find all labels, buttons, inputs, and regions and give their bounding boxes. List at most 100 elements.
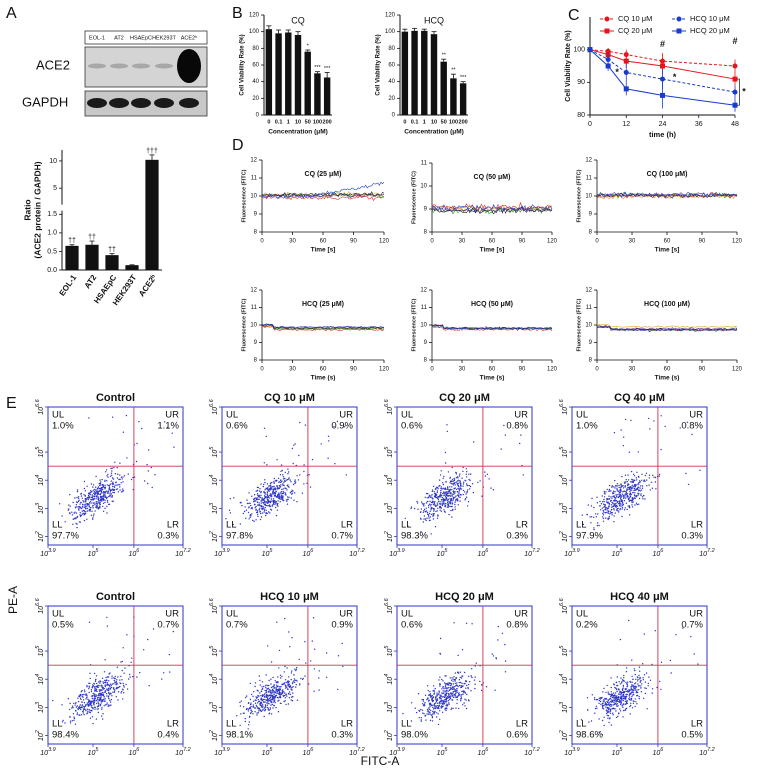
event-dot (628, 505, 631, 507)
event-dot (448, 689, 451, 692)
event-dot (685, 472, 687, 475)
event-dot (254, 702, 257, 704)
event-dot (431, 713, 434, 715)
event-dot (99, 493, 101, 496)
event-dot (99, 489, 101, 492)
event-dot (467, 688, 469, 690)
event-dot (268, 689, 270, 691)
event-dot (110, 684, 112, 687)
event-dot (112, 691, 114, 693)
event-dot (438, 479, 441, 481)
event-dot (268, 703, 270, 705)
y-tick-label: 104 (209, 475, 218, 486)
event-dot (107, 492, 110, 494)
event-dot (608, 490, 610, 492)
event-dot (76, 712, 79, 714)
y-tick-label: 103 (35, 701, 44, 713)
event-dot (96, 493, 99, 495)
event-dot (452, 498, 455, 500)
x-axis-label: Concentration (μM) (268, 129, 328, 136)
quadrant-percent: 0.8% (506, 421, 528, 432)
event-dot (287, 478, 290, 480)
event-dot (631, 481, 633, 483)
event-dot (434, 496, 436, 498)
event-dot (633, 683, 636, 685)
event-dot (438, 691, 440, 693)
tick-base: 10 (212, 478, 219, 486)
event-dot (423, 713, 425, 715)
chart-title: HCQ (50 μM) (471, 301, 513, 308)
panel-label: B (232, 5, 243, 22)
event-dot (426, 501, 429, 503)
event-dot (455, 707, 457, 709)
event-dot (431, 697, 433, 699)
event-dot (455, 684, 458, 686)
event-dot (252, 700, 255, 702)
chart-title: HCQ (100 μM) (644, 301, 690, 308)
quadrant-name: UL (226, 609, 238, 620)
chart-title: CQ (291, 15, 305, 25)
event-dot (616, 698, 618, 700)
event-dot (641, 479, 643, 481)
event-dot (104, 685, 107, 688)
event-dot (147, 638, 149, 641)
y-tick-label: 105 (209, 446, 218, 458)
significance-label: †† (88, 234, 96, 241)
event-dot (67, 698, 70, 700)
event-dot (308, 474, 310, 476)
event-dot (637, 486, 639, 488)
event-dot (273, 705, 276, 707)
event-dot (643, 480, 645, 482)
event-dot (500, 448, 502, 450)
event-dot (435, 702, 437, 704)
event-dot (446, 424, 448, 426)
event-dot (97, 711, 100, 714)
event-dot (253, 503, 256, 506)
event-dot (455, 677, 457, 679)
event-dot (285, 479, 287, 481)
event-dot (468, 700, 470, 702)
event-dot (86, 518, 88, 520)
event-dot (424, 518, 427, 520)
event-dot (83, 693, 85, 696)
blot-lane-label: AT2 (114, 35, 124, 41)
tick-exponent: 6 (310, 747, 314, 753)
event-dot (607, 691, 609, 693)
event-dot (99, 682, 101, 684)
quadrant-percent: 0.7% (681, 620, 703, 631)
event-dot (84, 508, 87, 510)
event-dot (431, 720, 434, 722)
event-dot (161, 678, 163, 680)
significance-label: †† (108, 247, 116, 254)
x-tick-label: 103.9 (564, 548, 579, 557)
tick-exponent: 3.9 (48, 548, 56, 554)
bar (105, 255, 119, 270)
event-dot (608, 515, 610, 518)
event-dot (457, 672, 459, 674)
event-dot (434, 526, 437, 528)
event-dot (92, 489, 95, 491)
event-dot (440, 470, 442, 472)
chart-title: HCQ 20 μM (435, 591, 494, 603)
event-dot (466, 483, 468, 485)
tick-base: 10 (387, 450, 394, 458)
event-dot (631, 695, 633, 698)
event-dot (246, 502, 249, 505)
event-dot (591, 497, 593, 500)
event-dot (74, 517, 76, 519)
event-dot (255, 509, 257, 511)
trace-texture (261, 325, 385, 332)
event-dot (626, 496, 628, 498)
event-dot (86, 702, 89, 704)
tick-base: 10 (40, 551, 48, 558)
event-dot (420, 717, 423, 719)
event-dot (260, 698, 263, 700)
event-dot (644, 692, 647, 695)
event-dot (492, 489, 495, 491)
event-dot (454, 690, 456, 692)
event-dot (253, 494, 256, 496)
plot-frame (571, 406, 708, 546)
y-tick-label: 102 (35, 531, 44, 542)
event-dot (619, 497, 622, 500)
event-dot (603, 700, 605, 702)
